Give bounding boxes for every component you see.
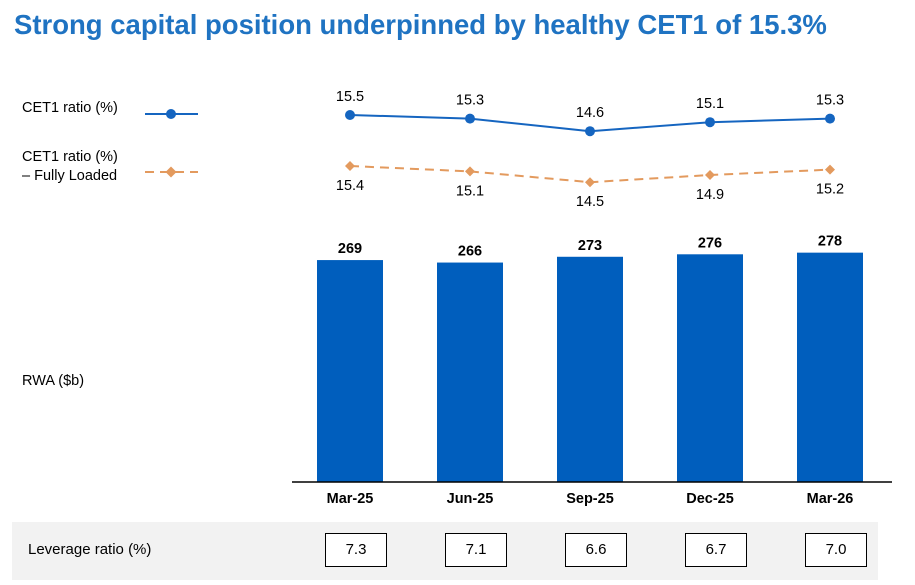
leverage-value: 7.0 bbox=[805, 533, 867, 567]
cet1-fl-data-label: 15.4 bbox=[336, 178, 364, 194]
cet1-data-point bbox=[705, 117, 715, 128]
cet1-data-label: 15.3 bbox=[816, 93, 844, 109]
x-axis-category-label: Mar-26 bbox=[807, 491, 854, 507]
cet1-data-point bbox=[465, 113, 475, 124]
cet1-data-point bbox=[345, 110, 355, 120]
cet1-data-label: 14.6 bbox=[576, 105, 604, 121]
rwa-axis-label: RWA ($b) bbox=[22, 373, 85, 389]
capital-chart: 269 266 273 276 278 Mar-25 Jun-25 Sep-25 Dec-25 M… bbox=[145, 89, 892, 507]
leverage-value: 6.6 bbox=[565, 533, 627, 567]
leverage-ratio-label: Leverage ratio (%) bbox=[28, 541, 152, 558]
rwa-bar bbox=[437, 262, 503, 482]
cet1-data-label: 15.1 bbox=[696, 96, 724, 112]
cet1-fl-data-label: 14.5 bbox=[576, 194, 604, 210]
x-axis-category-label: Dec-25 bbox=[686, 491, 734, 507]
x-axis-category-label: Jun-25 bbox=[447, 491, 494, 507]
x-axis-category-label: Mar-25 bbox=[327, 491, 374, 507]
legend-cet1-label: CET1 ratio (%) bbox=[22, 100, 118, 116]
legend-cet1-fl-label-line2: – Fully Loaded bbox=[22, 168, 118, 184]
cet1-data-label: 15.5 bbox=[336, 89, 364, 105]
page-title: Strong capital position underpinned by h… bbox=[14, 9, 827, 40]
leverage-value: 6.7 bbox=[685, 533, 747, 567]
rwa-bar bbox=[677, 254, 743, 482]
rwa-bar-value-label: 276 bbox=[698, 235, 722, 251]
legend-cet1-fl-marker bbox=[165, 166, 177, 178]
x-axis-category-label: Sep-25 bbox=[566, 491, 614, 507]
cet1-fl-data-point bbox=[585, 177, 595, 188]
cet1-fl-data-label: 14.9 bbox=[696, 187, 724, 203]
cet1-data-point bbox=[825, 113, 835, 124]
legend-cet1-marker bbox=[166, 109, 176, 119]
cet1-fl-data-point bbox=[825, 164, 835, 175]
rwa-bar-value-label: 273 bbox=[578, 238, 602, 254]
rwa-bar-value-label: 278 bbox=[818, 234, 842, 250]
cet1-data-label: 15.3 bbox=[456, 93, 484, 109]
cet1-fl-data-point bbox=[705, 170, 715, 180]
rwa-bar bbox=[557, 256, 623, 482]
leverage-value: 7.1 bbox=[445, 533, 507, 567]
rwa-bar bbox=[797, 252, 863, 482]
rwa-bar-value-label: 266 bbox=[458, 244, 482, 260]
legend-cet1-fl-label-line1: CET1 ratio (%) bbox=[22, 149, 118, 165]
leverage-ratio-row: Leverage ratio (%) 7.3 7.1 6.6 6.7 7.0 bbox=[12, 522, 878, 580]
rwa-bar bbox=[317, 260, 383, 482]
cet1-fl-data-point bbox=[345, 161, 355, 171]
cet1-fl-data-point bbox=[465, 166, 475, 177]
cet1-fl-data-label: 15.1 bbox=[456, 183, 484, 199]
cet1-data-point bbox=[585, 126, 595, 137]
rwa-bar-value-label: 269 bbox=[338, 241, 362, 257]
leverage-value: 7.3 bbox=[325, 533, 387, 567]
cet1-fl-data-label: 15.2 bbox=[816, 182, 844, 198]
